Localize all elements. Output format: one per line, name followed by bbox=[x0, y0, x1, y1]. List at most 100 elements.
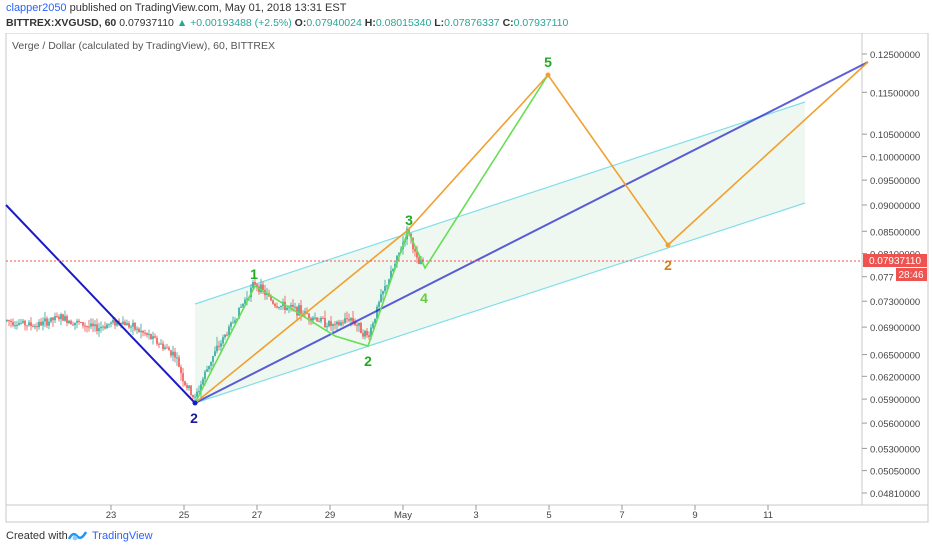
y-tick-label-13: 0.05900000 bbox=[870, 395, 920, 406]
tradingview-logo-icon[interactable] bbox=[68, 528, 88, 542]
candle-body bbox=[230, 322, 232, 327]
candle-body bbox=[166, 347, 168, 349]
candle-body bbox=[370, 327, 372, 338]
candle-body bbox=[340, 322, 342, 326]
candle-body bbox=[222, 337, 224, 344]
candle-body bbox=[244, 299, 246, 304]
candle-body bbox=[120, 322, 122, 325]
candle-body bbox=[22, 320, 24, 323]
channel-fill bbox=[195, 102, 805, 403]
candle-body bbox=[186, 385, 188, 389]
candle-body bbox=[74, 322, 76, 326]
candle-body bbox=[196, 391, 198, 397]
candle-body bbox=[104, 326, 106, 329]
wave-label-3: 4 bbox=[420, 290, 428, 306]
candle-body bbox=[106, 324, 108, 329]
candle-body bbox=[344, 318, 346, 323]
channel-lower-line bbox=[194, 202, 806, 404]
chart-frame[interactable]: Verge / Dollar (calculated by TradingVie… bbox=[0, 32, 932, 523]
candle-body bbox=[204, 371, 206, 379]
candle-body bbox=[208, 365, 210, 370]
symbol: BITTREX:XVGUSD, 60 bbox=[6, 17, 117, 29]
candle-body bbox=[228, 326, 230, 336]
candle-body bbox=[308, 313, 310, 319]
price-chart[interactable]: Verge / Dollar (calculated by TradingVie… bbox=[0, 32, 932, 523]
wave-label-2: 3 bbox=[405, 212, 413, 228]
open-label: O: bbox=[294, 17, 307, 29]
candle-body bbox=[172, 351, 174, 356]
candle-body bbox=[162, 343, 164, 349]
candle-body bbox=[354, 321, 356, 325]
candle-body bbox=[160, 343, 162, 345]
candle-body bbox=[380, 294, 382, 303]
candle-body bbox=[270, 296, 272, 301]
high-value: 0.08015340 bbox=[375, 17, 432, 29]
candle-body bbox=[368, 335, 370, 338]
candle-body bbox=[64, 316, 66, 321]
candle-body bbox=[12, 322, 14, 326]
last-price: 0.07937110 bbox=[119, 17, 174, 29]
candle-body bbox=[212, 355, 214, 362]
author-link[interactable]: clapper2050 bbox=[6, 2, 67, 14]
candle-body bbox=[302, 313, 304, 315]
wave-label-5: 2 bbox=[664, 257, 672, 273]
candle-body bbox=[80, 321, 82, 323]
footer: Created with TradingView bbox=[0, 523, 932, 550]
candle-body bbox=[386, 285, 388, 287]
tradingview-brand[interactable]: TradingView bbox=[92, 530, 153, 542]
candle-body bbox=[300, 305, 302, 314]
candle-body bbox=[132, 322, 134, 327]
x-tick-label-6: 5 bbox=[546, 510, 551, 521]
candle-body bbox=[234, 320, 236, 323]
candle-body bbox=[188, 385, 190, 389]
candle-body bbox=[192, 394, 194, 398]
candle-body bbox=[44, 318, 46, 322]
candle-body bbox=[20, 322, 22, 324]
y-tick-label-2: 0.10500000 bbox=[870, 130, 920, 141]
candle-body bbox=[214, 351, 216, 356]
candle-body bbox=[18, 323, 20, 325]
candle-body bbox=[114, 320, 116, 326]
candle-body bbox=[158, 343, 160, 345]
candle-body bbox=[358, 322, 360, 326]
wave-label-6: 2 bbox=[190, 410, 198, 426]
candle-body bbox=[336, 321, 338, 325]
candle-body bbox=[34, 326, 36, 328]
green-wave-path bbox=[194, 74, 549, 404]
candle-body bbox=[174, 351, 176, 358]
y-tick-label-8: 0.077 bbox=[870, 273, 894, 284]
candle-body bbox=[112, 320, 114, 323]
x-tick-label-1: 25 bbox=[179, 510, 190, 521]
candle-body bbox=[38, 321, 40, 328]
candle-body bbox=[100, 327, 102, 329]
y-tick-label-11: 0.06500000 bbox=[870, 351, 920, 362]
candle-body bbox=[32, 325, 34, 327]
low-label: L: bbox=[434, 17, 445, 29]
candle-body bbox=[16, 324, 18, 326]
candle-body bbox=[364, 330, 366, 337]
candle-body bbox=[320, 317, 322, 322]
candle-body bbox=[150, 334, 152, 339]
candle-body bbox=[76, 320, 78, 323]
candle-body bbox=[124, 321, 126, 326]
y-tick-label-1: 0.11500000 bbox=[870, 88, 920, 99]
candle-body bbox=[206, 369, 208, 372]
candle-body bbox=[116, 320, 118, 326]
candle-body bbox=[220, 343, 222, 347]
candle-body bbox=[294, 306, 296, 308]
candle-body bbox=[58, 316, 60, 320]
candle-body bbox=[398, 252, 400, 256]
publish-info: clapper2050 published on TradingView.com… bbox=[6, 2, 346, 14]
candle-body bbox=[102, 326, 104, 328]
open-value: 0.07940024 bbox=[306, 17, 362, 29]
candle-body bbox=[374, 318, 376, 324]
candle-body bbox=[56, 316, 58, 318]
candle-body bbox=[278, 307, 280, 308]
y-tick-label-3: 0.10000000 bbox=[870, 153, 920, 164]
candle-body bbox=[168, 347, 170, 351]
y-tick-label-10: 0.06900000 bbox=[870, 323, 920, 334]
candle-body bbox=[28, 322, 30, 326]
candle-body bbox=[178, 357, 180, 367]
candle-body bbox=[10, 320, 12, 323]
candle-body bbox=[246, 298, 248, 300]
